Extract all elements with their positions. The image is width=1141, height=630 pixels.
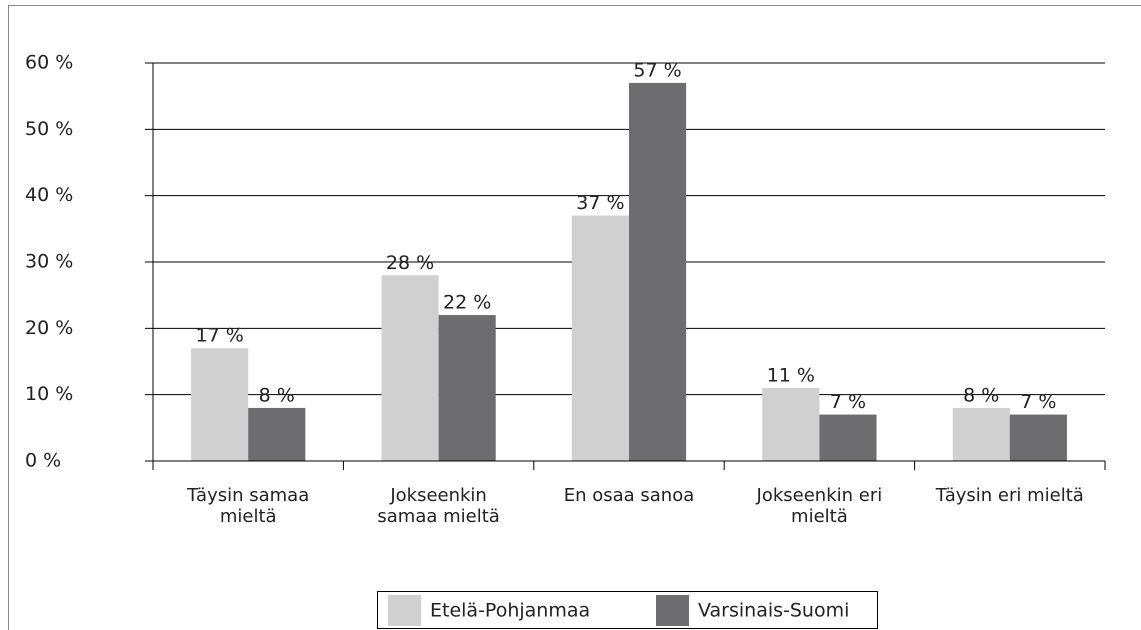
x-tick-label: Täysin eri mieltä [935, 485, 1084, 506]
data-label: 8 % [259, 384, 295, 406]
y-tick-label: 60 % [25, 52, 73, 74]
y-tick-label: 20 % [25, 317, 73, 339]
frame [8, 5, 1141, 630]
bar [952, 407, 1010, 461]
y-tick-label: 50 % [25, 118, 73, 140]
x-tick-label: Täysin samaa mieltä [187, 485, 310, 527]
y-tick-label: 10 % [25, 383, 73, 405]
x-tick-label: Jokseenkin eri mieltä [756, 485, 883, 527]
x-tick-label: En osaa sanoa [563, 485, 695, 506]
x-tick-label: Jokseenkin samaa mieltä [377, 485, 500, 527]
data-label: 17 % [195, 325, 243, 347]
data-label: 28 % [386, 252, 434, 274]
bar [191, 348, 249, 461]
y-tick-label: 30 % [25, 251, 73, 273]
data-label: 11 % [767, 365, 815, 387]
legend-label: Varsinais-Suomi [698, 600, 849, 622]
data-label: 8 % [963, 384, 999, 406]
y-tick-label: 40 % [25, 184, 73, 206]
data-label: 22 % [443, 292, 491, 314]
bar [438, 315, 496, 461]
bar [762, 388, 820, 461]
legend-swatch [656, 595, 689, 626]
data-label: 57 % [633, 59, 681, 81]
legend-label: Etelä-Pohjanmaa [430, 600, 590, 622]
legend-swatch [388, 595, 421, 626]
bar [629, 82, 687, 462]
data-label: 7 % [1020, 391, 1056, 413]
y-tick-label: 0 % [25, 450, 61, 472]
data-label: 37 % [576, 192, 624, 214]
legend-box [377, 591, 878, 629]
data-label: 7 % [830, 391, 866, 413]
bar [819, 414, 877, 461]
bar [381, 275, 439, 461]
bar [1009, 414, 1067, 461]
bar [571, 215, 629, 461]
bar [248, 407, 306, 461]
